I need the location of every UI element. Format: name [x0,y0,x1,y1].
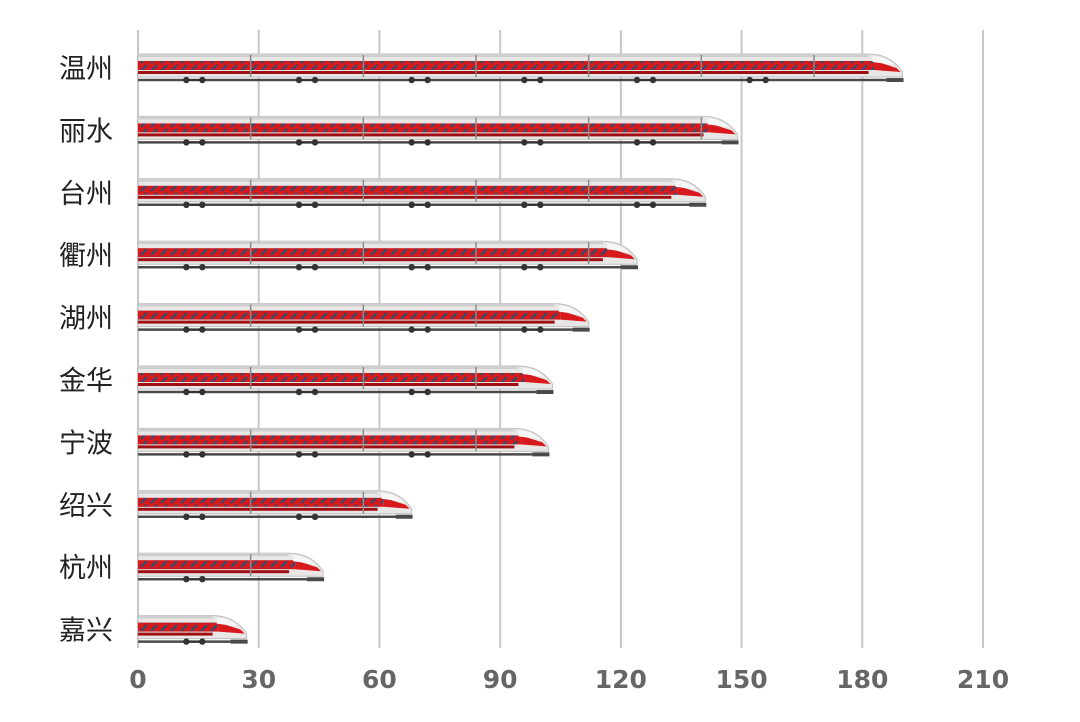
x-tick-label: 150 [715,665,767,694]
category-label: 湖州 [59,304,113,335]
train-bars [137,53,904,645]
x-tick-label: 210 [957,665,1009,694]
train-bar [137,240,638,271]
category-label: 宁波 [59,428,113,459]
x-tick-label: 30 [241,665,276,694]
train-bar [137,365,554,396]
x-tick-label: 180 [836,665,888,694]
train-bar [137,552,325,583]
train-bar [137,615,248,645]
x-tick-label: 120 [595,665,647,694]
category-label: 绍兴 [59,491,113,522]
category-label: 衢州 [59,241,113,272]
x-tick-labels: 0 30 60 90 120 150 180 210 [129,665,1009,694]
train-bar [137,490,413,520]
category-label: 台州 [59,179,113,210]
category-label: 温州 [59,54,113,85]
x-tick-label: 60 [362,665,397,694]
category-label: 金华 [59,366,113,397]
train-bar [137,427,550,458]
train-bar [137,303,590,333]
train-bar [137,115,739,146]
train-bar [137,178,707,208]
category-label: 丽水 [59,116,113,147]
train-bar [137,53,904,84]
x-tick-label: 90 [483,665,518,694]
x-tick-label: 0 [129,665,146,694]
category-label: 杭州 [59,553,113,584]
category-label: 嘉兴 [59,616,113,647]
